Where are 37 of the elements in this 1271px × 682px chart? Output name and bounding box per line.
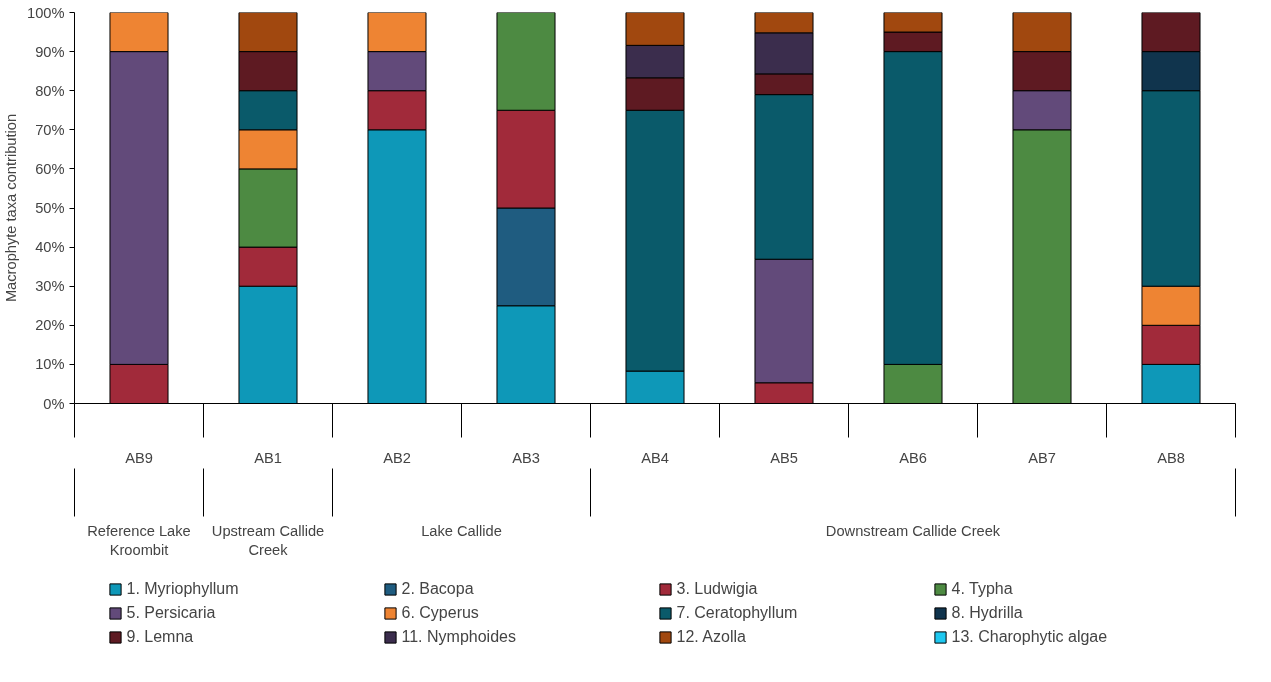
y-tick-label: 40% [35,239,65,256]
legend-label: 12. Azolla [676,627,747,646]
y-tick-label: 30% [35,278,65,295]
legend-label: 3. Ludwigia [676,579,759,598]
y-tick-label: 50% [35,200,65,216]
y-tick-label: 10% [35,356,65,373]
legend-label: 2. Bacopa [401,579,475,598]
legend-label: 5. Persicaria [126,603,217,622]
text: Downstream Callide Creek [825,522,1001,539]
y-tick-label: 70% [35,121,65,138]
x-tick-label: AB6 [899,449,927,466]
legend-label: 9. Lemna [126,627,195,646]
legend-label: 13. Charophytic algae [951,627,1109,646]
x-tick-label: AB1 [254,449,282,466]
legend-label: 1. Myriophyllum [126,579,240,598]
y-tick-label: 100% [27,4,65,21]
legend-label: 4. Typha [951,579,1014,598]
legend-label: 8. Hydrilla [951,603,1024,622]
text: Lake Callide [421,522,502,539]
y-tick-label: 0% [43,395,65,412]
x-tick-label: AB4 [641,449,669,466]
legend-label: 11. Nymphoides [401,627,517,646]
x-tick-label: AB3 [512,449,540,466]
y-tick-label: 90% [35,43,65,60]
legend-label: 7. Ceratophyllum [676,603,799,622]
x-tick-label: AB8 [1157,449,1185,466]
y-tick-label: 20% [35,317,65,334]
y-axis-title: Macrophyte taxa contribution [3,113,20,303]
x-tick-label: AB7 [1028,449,1056,466]
y-tick-label: 60% [35,160,65,177]
x-tick-label: AB2 [383,449,411,466]
x-tick-label: AB9 [125,449,153,466]
y-tick-label: 80% [35,82,65,99]
text: Reference Lake Kroombit [87,522,191,558]
x-tick-label: AB5 [770,449,798,466]
text: Upstream Callide Creek [211,522,325,558]
legend-label: 6. Cyperus [401,603,480,622]
